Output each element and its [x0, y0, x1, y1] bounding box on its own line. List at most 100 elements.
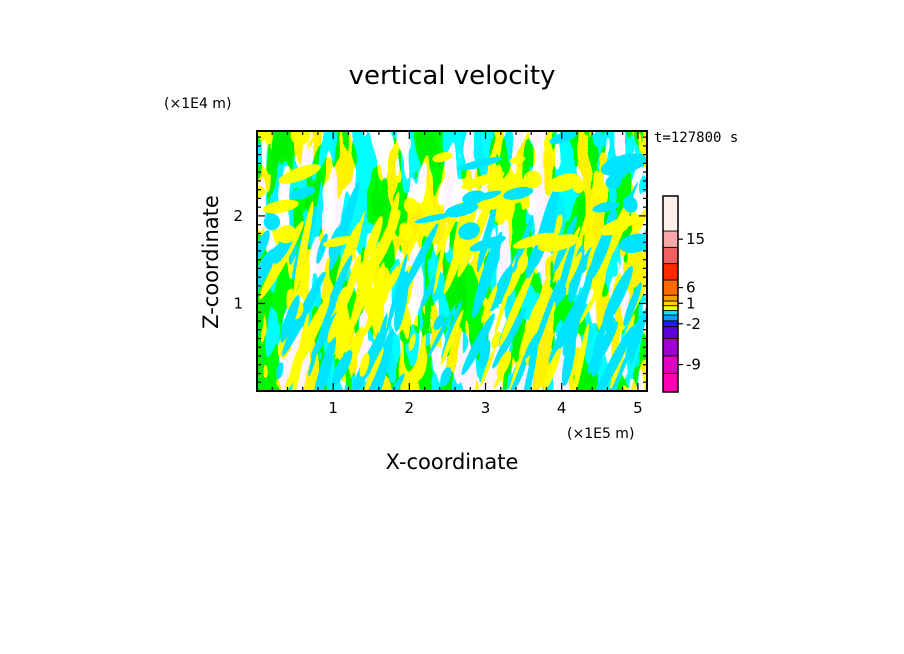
field-streak [394, 270, 409, 332]
field-streak [312, 336, 337, 391]
field-patch [457, 156, 502, 171]
field-streak [592, 312, 611, 354]
field-streak [300, 271, 327, 320]
colorbar-label: 6 [686, 279, 696, 297]
field-streak [362, 348, 384, 391]
field-streak [440, 367, 452, 387]
field-streak [476, 203, 497, 272]
field-streak [592, 326, 634, 391]
time-label: t=127800 s [654, 130, 738, 146]
field-patch [600, 153, 647, 176]
colorbar-level [662, 314, 679, 322]
field-streak [408, 333, 416, 352]
field-streak [492, 307, 527, 369]
y-axis-unit: (×1E4 m) [164, 96, 231, 112]
field-streak [414, 359, 427, 381]
field-streak [310, 311, 338, 359]
colorbar-level [662, 326, 679, 339]
field-streak [334, 274, 376, 360]
field-streak [555, 236, 577, 308]
field-features [257, 131, 647, 391]
colorbar: -9 -2 16 15 [662, 195, 705, 393]
field-patch [523, 170, 542, 189]
field-patch [432, 152, 453, 163]
field-streak [322, 254, 353, 323]
colorbar-level [662, 230, 679, 248]
field-streak [328, 182, 360, 271]
field-streak [441, 300, 462, 359]
field-patch [403, 197, 418, 214]
x-axis: 1 2 3 4 5 [328, 399, 642, 417]
field-streak [508, 309, 539, 391]
field-streak [316, 233, 328, 264]
field-streak [433, 221, 449, 295]
field-patch [444, 202, 479, 218]
field-patch [462, 190, 486, 205]
field-streak [257, 230, 270, 260]
field-patch [290, 131, 311, 145]
colorbar-label: -9 [686, 356, 701, 374]
field-streak [420, 274, 437, 309]
plot-border [256, 130, 648, 392]
y-tick-label: 1 [233, 295, 243, 313]
colorbar-level [662, 355, 679, 374]
y-tick-label: 2 [233, 207, 243, 225]
plot-frame [256, 130, 648, 392]
field-streak [572, 323, 589, 391]
colorbar-level [662, 294, 679, 302]
field-streak [372, 329, 394, 391]
field-streak [543, 348, 562, 391]
field-streak [561, 334, 576, 386]
colorbar-level [662, 279, 679, 296]
field-streak [489, 265, 513, 312]
field-patch [289, 186, 316, 200]
field-patch [469, 235, 506, 252]
field-patch [414, 213, 451, 224]
x-axis-label: X-coordinate [386, 450, 519, 474]
colorbar-label: 1 [686, 294, 696, 312]
field-streak [385, 253, 408, 334]
field-streak [597, 267, 607, 302]
field-patch [489, 173, 502, 182]
field-patch [503, 186, 534, 200]
field-streak [494, 276, 512, 335]
field-streak [291, 312, 309, 391]
field-patch [512, 232, 556, 249]
colorbar-border [662, 195, 679, 393]
field-streak [461, 313, 495, 376]
field-streak [361, 265, 399, 338]
field-streak [359, 352, 370, 377]
y-axis: 12 [233, 207, 243, 313]
velocity-field [257, 131, 647, 391]
field-streak [623, 282, 642, 327]
field-streak [427, 305, 456, 358]
colorbar-level [662, 195, 679, 232]
colorbar-level [662, 246, 679, 265]
colorbar-level [662, 263, 679, 281]
field-streak [257, 248, 275, 300]
field-streak [573, 245, 599, 335]
field-streak [602, 266, 633, 327]
field-patch [605, 175, 622, 189]
field-streak [528, 279, 560, 366]
field-streak [293, 201, 314, 295]
field-streak [595, 342, 634, 391]
x-tick-label: 1 [328, 399, 338, 417]
colorbar-level [662, 305, 679, 311]
field-streak [387, 373, 405, 391]
field-patch [509, 156, 526, 164]
field-streak [327, 299, 348, 343]
colorbar-label: 15 [686, 230, 705, 248]
field-streak [288, 240, 297, 265]
colorbar-label: -2 [686, 315, 701, 333]
chart-title: vertical velocity [349, 61, 556, 91]
y-axis-label: Z-coordinate [199, 195, 223, 329]
colorbar-level [662, 309, 679, 316]
field-patch [257, 186, 266, 198]
field-patch [549, 131, 579, 145]
field-streak [575, 194, 595, 256]
field-streak [520, 341, 539, 391]
field-streak [280, 295, 300, 343]
field-patch [262, 199, 299, 214]
